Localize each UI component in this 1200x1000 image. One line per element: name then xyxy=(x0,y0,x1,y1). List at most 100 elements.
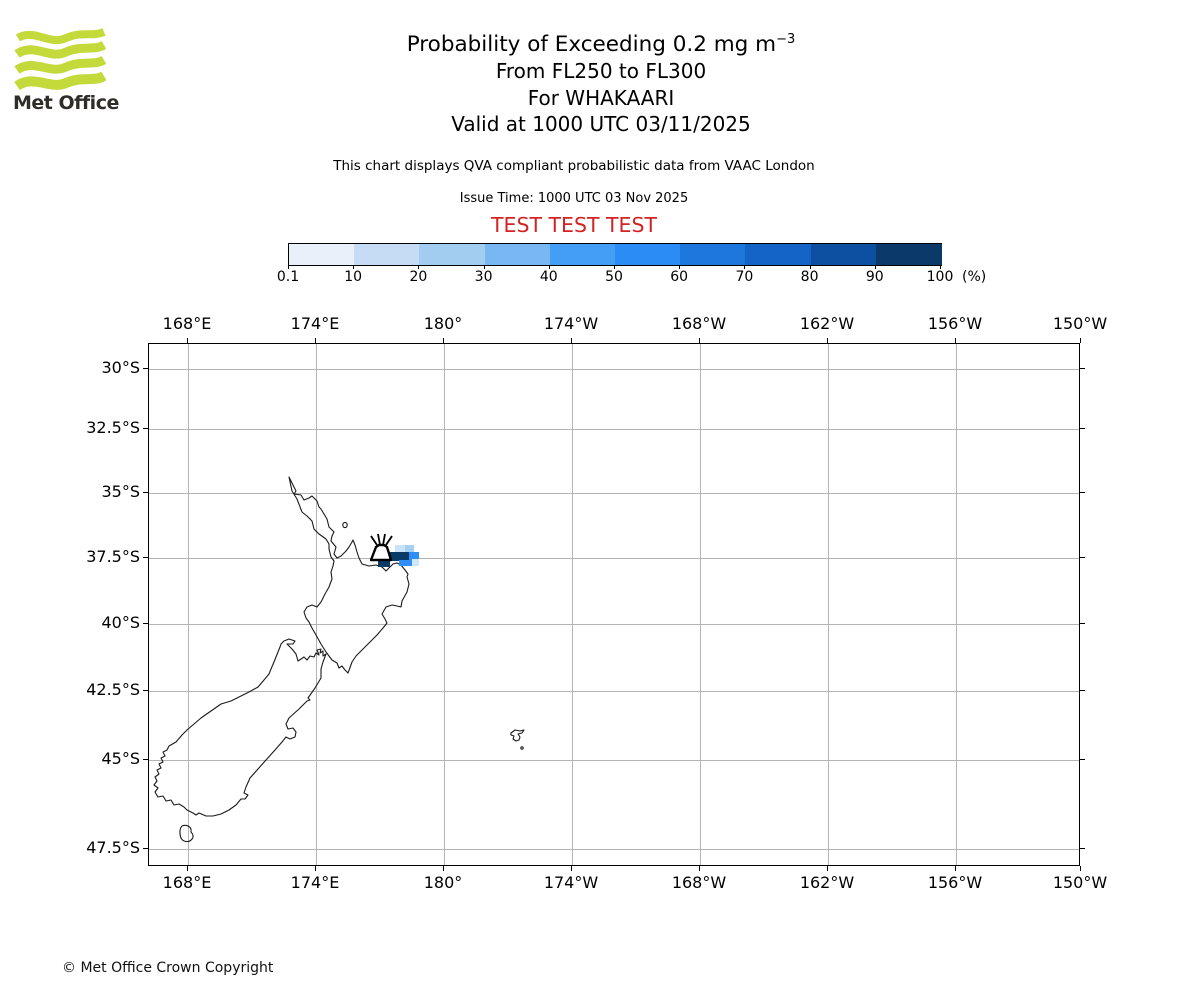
colorbar-segment xyxy=(680,244,747,265)
probability-cell xyxy=(412,559,419,566)
colorbar-tick xyxy=(940,265,941,269)
y-axis-tick xyxy=(1080,690,1085,691)
colorbar-segment xyxy=(875,244,942,265)
colorbar-tick-label: 50 xyxy=(605,269,623,285)
flight-level-subtitle: From FL250 to FL300 xyxy=(495,59,707,84)
colorbar-tick xyxy=(874,265,876,269)
colorbar-tick xyxy=(679,265,681,269)
x-axis-tick xyxy=(955,338,956,343)
title-exponent: −3 xyxy=(776,32,796,47)
probability-cell xyxy=(399,560,412,566)
longitude-gridline xyxy=(828,344,829,865)
y-axis-tick xyxy=(1080,368,1085,369)
colorbar-segment xyxy=(289,244,355,265)
longitude-label-top: 150°W xyxy=(1052,314,1108,333)
colorbar-segment xyxy=(484,244,551,265)
colorbar-tick xyxy=(288,265,289,269)
latitude-label: 47.5°S xyxy=(86,838,140,857)
volcano-name-subtitle: For WHAKAARI xyxy=(527,85,675,110)
met-office-logo-icon xyxy=(14,28,106,91)
x-axis-tick xyxy=(1080,338,1081,343)
test-banner: TEST TEST TEST xyxy=(490,213,658,237)
x-axis-tick xyxy=(1080,866,1081,871)
y-axis-tick xyxy=(1080,557,1085,558)
x-axis-tick xyxy=(315,338,316,343)
y-axis-tick xyxy=(1080,623,1085,624)
colorbar-tick-label: 70 xyxy=(735,269,754,285)
colorbar-tick-label: 0.1 xyxy=(276,269,300,285)
colorbar-tick-label: 10 xyxy=(344,269,363,285)
longitude-label-top: 156°W xyxy=(927,314,983,333)
longitude-label-top: 168°W xyxy=(671,314,727,333)
x-axis-tick xyxy=(443,866,444,871)
probability-cell xyxy=(395,545,405,552)
y-axis-tick xyxy=(1080,759,1085,760)
colorbar-tick-label: 80 xyxy=(800,269,819,285)
longitude-label-bottom: 174°E xyxy=(290,873,340,892)
longitude-gridline xyxy=(700,344,701,865)
probability-colorbar xyxy=(288,243,942,266)
colorbar-tick-label: 30 xyxy=(474,269,493,285)
latitude-label: 35°S xyxy=(101,482,140,501)
colorbar-tick-label: 100 xyxy=(926,269,954,285)
colorbar-tick-label: 40 xyxy=(539,269,558,285)
colorbar-segment xyxy=(549,244,616,265)
y-axis-tick xyxy=(143,368,148,369)
x-axis-tick xyxy=(827,338,828,343)
new-zealand-coastline xyxy=(153,476,525,843)
probability-cell xyxy=(405,545,414,552)
volcano-marker-icon xyxy=(369,533,393,562)
probability-cell xyxy=(380,552,409,561)
x-axis-tick xyxy=(187,866,188,871)
longitude-label-bottom: 174°W xyxy=(543,873,599,892)
y-axis-tick xyxy=(143,848,148,849)
longitude-label-top: 174°W xyxy=(543,314,599,333)
colorbar-segment xyxy=(419,244,486,265)
description-block: This chart displays QVA compliant probab… xyxy=(274,158,874,237)
y-axis-tick xyxy=(143,759,148,760)
met-office-logo-text: Met Office xyxy=(13,92,119,114)
y-axis-tick xyxy=(143,623,148,624)
latitude-label: 30°S xyxy=(101,358,140,377)
chart-title: Probability of Exceeding 0.2 mg m−3 xyxy=(406,32,796,58)
latitude-gridline xyxy=(149,624,1079,625)
longitude-label-bottom: 168°E xyxy=(162,873,212,892)
qva-description: This chart displays QVA compliant probab… xyxy=(333,158,815,174)
y-axis-tick xyxy=(143,492,148,493)
longitude-label-top: 168°E xyxy=(162,314,212,333)
latitude-label: 45°S xyxy=(101,749,140,768)
map-plot-area xyxy=(148,343,1080,866)
y-axis-tick xyxy=(1080,428,1085,429)
x-axis-tick xyxy=(571,338,572,343)
colorbar-tick xyxy=(614,265,615,269)
colorbar-segment xyxy=(810,244,877,265)
longitude-gridline xyxy=(188,344,189,865)
longitude-label-top: 180° xyxy=(423,314,463,333)
title-block: Probability of Exceeding 0.2 mg m−3 From… xyxy=(301,27,901,138)
colorbar-tick-label: 90 xyxy=(865,269,884,285)
longitude-gridline xyxy=(956,344,957,865)
colorbar-unit-label: (%) xyxy=(962,269,987,285)
x-axis-tick xyxy=(187,338,188,343)
colorbar-tick-label: 60 xyxy=(670,269,689,285)
colorbar-segment xyxy=(615,244,681,265)
y-axis-tick xyxy=(1080,848,1085,849)
y-axis-tick xyxy=(143,690,148,691)
longitude-gridline xyxy=(444,344,445,865)
longitude-label-top: 162°W xyxy=(799,314,855,333)
y-axis-tick xyxy=(143,557,148,558)
x-axis-tick xyxy=(315,866,316,871)
latitude-gridline xyxy=(149,369,1079,370)
longitude-label-bottom: 180° xyxy=(423,873,463,892)
x-axis-tick xyxy=(443,338,444,343)
longitude-gridline xyxy=(572,344,573,865)
longitude-label-bottom: 162°W xyxy=(799,873,855,892)
longitude-label-bottom: 168°W xyxy=(671,873,727,892)
x-axis-tick xyxy=(827,866,828,871)
latitude-label: 37.5°S xyxy=(86,547,140,566)
longitude-label-bottom: 150°W xyxy=(1052,873,1108,892)
latitude-gridline xyxy=(149,429,1079,430)
latitude-label: 32.5°S xyxy=(86,418,140,437)
colorbar-tick xyxy=(483,265,485,269)
